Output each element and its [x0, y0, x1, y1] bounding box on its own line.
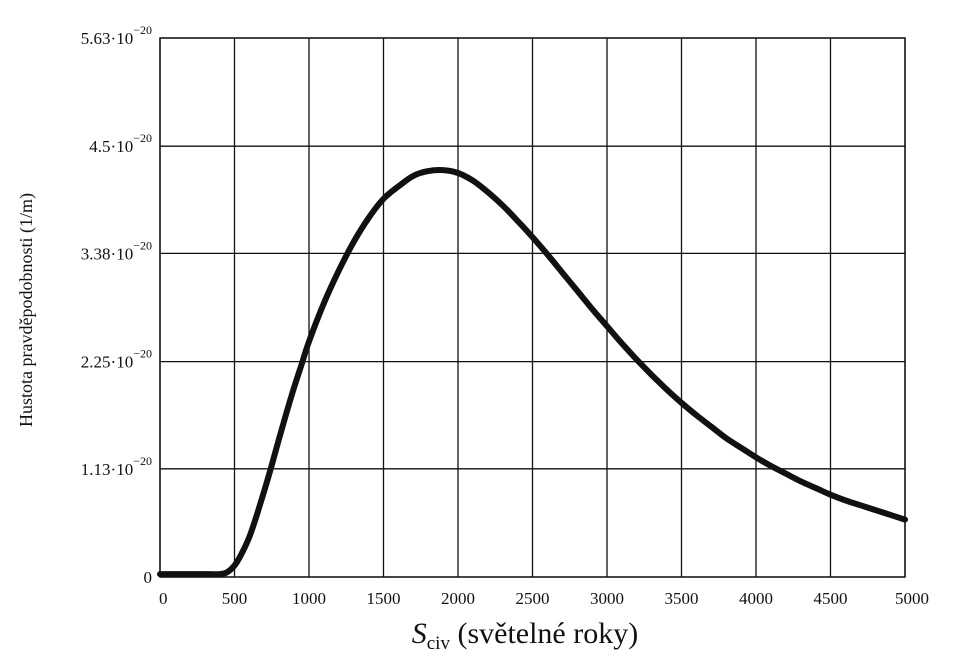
x-axis-label-subscript: civ	[427, 633, 451, 654]
y-tick-exponent: −20	[133, 238, 152, 252]
y-tick-mantissa: 4.5·10	[89, 137, 133, 156]
series-line	[157, 166, 908, 578]
plot-area-frame	[159, 37, 906, 578]
y-axis-ticks: 01.13·10−202.25·10−203.38·10−204.5·10−20…	[81, 23, 152, 587]
x-axis-label: Sciv (světelné roky)	[412, 617, 638, 654]
x-axis-label-symbol: S	[412, 617, 427, 650]
y-tick-label: 3.38·10−20	[81, 238, 152, 263]
x-axis-ticks: 0 500 1000 1500 2000 2500 3000 3500 4000 4500 5000	[159, 589, 929, 608]
x-tick-label: 3000	[590, 589, 624, 608]
x-tick-label: 1500	[367, 589, 401, 608]
y-tick-label: 1.13·10−20	[81, 454, 152, 479]
y-tick-label: 0	[144, 568, 153, 587]
y-tick-label: 2.25·10−20	[81, 347, 152, 372]
y-tick-mantissa: 1.13·10	[81, 460, 133, 479]
y-tick-label: 5.63·10−20	[81, 23, 152, 48]
x-tick-label: 0	[159, 589, 168, 608]
y-tick-mantissa: 0	[144, 568, 153, 587]
x-tick-label: 4000	[739, 589, 773, 608]
x-tick-label: 4500	[814, 589, 848, 608]
x-tick-label: 500	[222, 589, 248, 608]
x-tick-label: 5000	[895, 589, 929, 608]
x-tick-label: 1000	[292, 589, 326, 608]
x-axis-label-text: (světelné roky)	[450, 617, 638, 650]
y-tick-mantissa: 5.63·10	[81, 29, 133, 48]
y-tick-exponent: −20	[133, 347, 152, 361]
y-tick-label: 4.5·10−20	[89, 131, 152, 156]
y-tick-mantissa: 3.38·10	[81, 244, 133, 263]
y-tick-mantissa: 2.25·10	[81, 353, 133, 372]
grid	[159, 37, 906, 578]
y-axis-label: Hustota pravděpodobnosti (1/m)	[16, 193, 37, 427]
x-tick-label: 3500	[665, 589, 699, 608]
series-layer	[157, 166, 908, 578]
y-tick-exponent: −20	[133, 454, 152, 468]
x-tick-label: 2500	[516, 589, 550, 608]
y-tick-exponent: −20	[133, 131, 152, 145]
y-tick-exponent: −20	[133, 23, 152, 37]
x-tick-label: 2000	[441, 589, 475, 608]
